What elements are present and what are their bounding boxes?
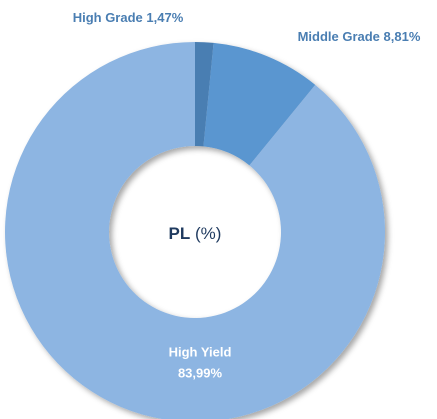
slice (203, 42, 316, 166)
category: High Yield (169, 344, 232, 359)
center-bold: PL (169, 224, 191, 243)
category: Middle Grade (298, 29, 380, 44)
center-label: PL (%) (169, 224, 222, 243)
value-label: 83,99% (178, 365, 223, 380)
donut (5, 42, 385, 419)
slice-label: Middle Grade 8,81% (298, 29, 421, 44)
center-normal: (%) (195, 224, 221, 243)
value-label: 8,81% (384, 29, 421, 44)
category: High Grade (73, 10, 143, 25)
slice (195, 42, 214, 147)
value-label: 1,47% (146, 10, 183, 25)
slice-label: High Grade 1,47% (73, 10, 184, 25)
slice (5, 42, 385, 419)
